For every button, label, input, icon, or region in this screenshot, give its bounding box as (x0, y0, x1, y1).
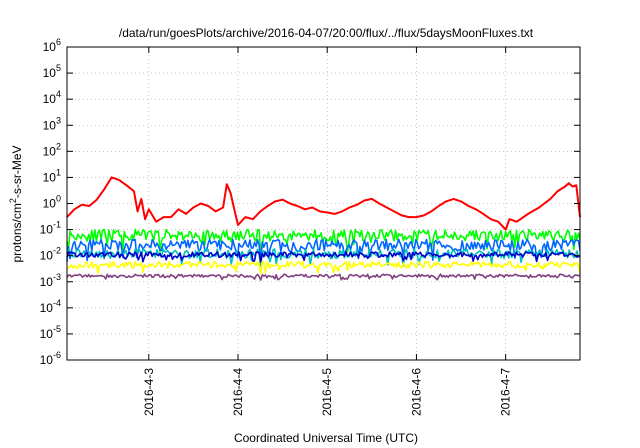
y-tick-label: 100 (43, 194, 61, 211)
y-tick-label: 10-1 (40, 220, 61, 237)
series-line-6 (66, 260, 581, 275)
y-tick-label: 10-5 (40, 324, 61, 341)
x-tick-label: 2016-4-7 (499, 368, 513, 416)
chart-title: /data/run/goesPlots/archive/2016-04-07/2… (119, 26, 534, 40)
y-tick-label: 104 (43, 89, 61, 106)
series-line-5 (66, 251, 581, 263)
x-axis-ticks: 2016-4-3 2016-4-4 2016-4-5 2016-4-6 2016-4-7 (142, 47, 513, 416)
y-tick-label: 10-3 (40, 272, 61, 289)
y-axis-ticks: 10-6 10-5 10-4 10-3 10-2 10-1 100 101 102 103 104 1… (40, 37, 580, 367)
y-tick-label: 10-6 (40, 350, 61, 367)
y-tick-label: 101 (43, 167, 61, 184)
series-line-7 (66, 273, 581, 281)
y-tick-label: 106 (43, 37, 61, 54)
x-tick-label: 2016-4-3 (142, 368, 156, 416)
y-tick-label: 10-4 (40, 298, 61, 315)
series-line-2 (66, 228, 581, 253)
grid-lines (67, 47, 580, 360)
y-tick-label: 10-2 (40, 246, 61, 263)
y-tick-label: 105 (43, 63, 61, 80)
x-tick-label: 2016-4-4 (231, 368, 245, 416)
y-tick-label: 103 (43, 115, 61, 132)
series-line-1 (66, 176, 581, 231)
x-tick-label: 2016-4-6 (409, 368, 423, 416)
series-group (66, 176, 581, 281)
y-tick-label: 102 (43, 141, 61, 158)
x-axis-label: Coordinated Universal Time (UTC) (234, 431, 418, 445)
y-axis-label: protons/cm2-s-sr-MeV (8, 145, 24, 262)
series-line-3 (66, 238, 581, 263)
x-tick-label: 2016-4-5 (320, 368, 334, 416)
